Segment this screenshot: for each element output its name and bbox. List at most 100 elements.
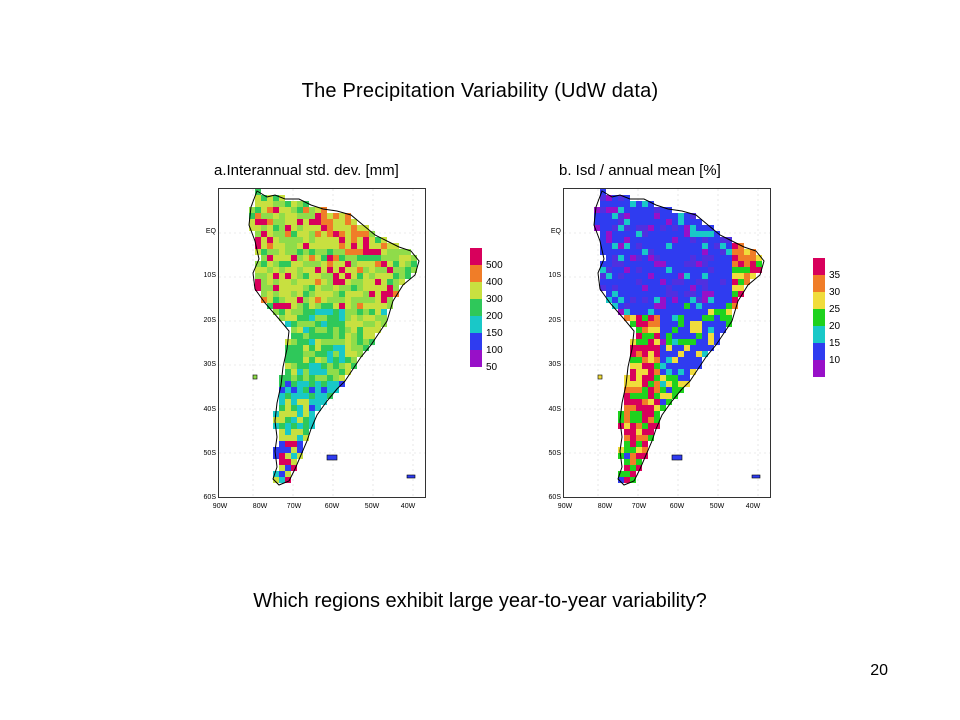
grid-cell [339,249,345,255]
grid-cell [642,345,648,351]
grid-cell [708,297,714,303]
grid-cell [375,321,381,327]
colorbar-label: 400 [486,277,503,288]
grid-cell [600,213,606,219]
grid-cell [351,249,357,255]
grid-cell [690,225,696,231]
grid-cell [381,267,387,273]
grid-cell [309,267,315,273]
grid-cell [648,213,654,219]
grid-cell [690,309,696,315]
grid-cell [600,285,606,291]
grid-cell [285,369,291,375]
grid-cell [624,393,630,399]
grid-cell [660,255,666,261]
grid-cell [303,381,309,387]
grid-cell [255,225,261,231]
grid-cell [393,285,399,291]
grid-cell [285,285,291,291]
grid-cell [600,201,606,207]
grid-cell [714,291,720,297]
grid-cell [642,255,648,261]
grid-cell [702,237,708,243]
lat-label: 20S [203,317,216,324]
grid-cell [696,351,702,357]
grid-cell [684,309,690,315]
grid-cell [624,291,630,297]
grid-cell [702,303,708,309]
grid-cell [291,207,297,213]
grid-cell [315,303,321,309]
grid-cell [285,291,291,297]
grid-cell [636,387,642,393]
grid-cell [630,201,636,207]
grid-cell [714,243,720,249]
grid-cell [327,327,333,333]
grid-cell [630,345,636,351]
grid-cell [654,345,660,351]
grid-cell [732,279,738,285]
grid-cell [309,291,315,297]
grid-cell [285,459,291,465]
grid-cell [327,393,333,399]
grid-cell [624,213,630,219]
grid-cell [303,435,309,441]
grid-cell [345,267,351,273]
grid-cell [279,213,285,219]
grid-cell [636,339,642,345]
grid-cell [351,285,357,291]
grid-cell [684,303,690,309]
grid-cell [690,357,696,363]
grid-cell [345,327,351,333]
grid-cell [648,351,654,357]
grid-cell [315,219,321,225]
grid-cell [321,387,327,393]
grid-cell [291,357,297,363]
grid-cell [297,321,303,327]
grid-cell [375,273,381,279]
grid-cell [291,375,297,381]
grid-cell [303,405,309,411]
grid-cell [702,261,708,267]
grid-cell [279,249,285,255]
lon-label: 60W [324,503,340,510]
grid-cell [321,213,327,219]
grid-cell [600,219,606,225]
grid-cell [363,339,369,345]
grid-cell [684,357,690,363]
grid-cell [333,225,339,231]
grid-cell [315,285,321,291]
grid-cell [630,273,636,279]
colorbar-label: 35 [829,270,841,281]
grid-cell [594,219,600,225]
grid-cell [285,249,291,255]
grid-cell [648,237,654,243]
grid-cell [273,219,279,225]
grid-cell [624,261,630,267]
grid-cell [630,441,636,447]
grid-cell [279,417,285,423]
grid-cell [654,399,660,405]
grid-cell [684,327,690,333]
grid-cell [678,279,684,285]
grid-cell [666,381,672,387]
grid-cell [255,243,261,249]
grid-cell [642,435,648,441]
grid-cell [618,273,624,279]
grid-cell [309,237,315,243]
grid-cell [678,321,684,327]
grid-cell [654,285,660,291]
grid-cell [618,447,624,453]
question-text: Which regions exhibit large year-to-year… [253,590,707,612]
grid-cell [600,231,606,237]
grid-cell [636,345,642,351]
grid-cell [744,249,750,255]
grid-cell [630,393,636,399]
grid-cell [684,225,690,231]
grid-cell [630,471,636,477]
grid-cell [297,447,303,453]
grid-cell [642,219,648,225]
grid-cell [732,297,738,303]
grid-cell [339,375,345,381]
grid-cell [636,219,642,225]
